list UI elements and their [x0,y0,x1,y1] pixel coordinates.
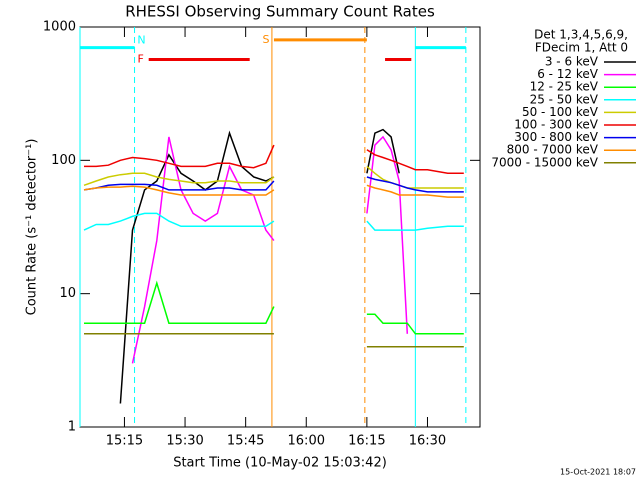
y-axis-label: Count Rate (s⁻¹ detector⁻¹) [25,139,40,316]
series-line [131,135,409,364]
flag-label: S [262,33,269,46]
legend-label: 50 - 100 keV [522,105,599,119]
x-tick-label: 16:30 [409,434,446,449]
x-tick-label: 15:30 [166,434,203,449]
x-axis-label: Start Time (10-May-02 15:03:42) [173,456,387,471]
x-tick-label: 16:00 [288,434,325,449]
series-line [84,333,464,348]
legend-label: 7000 - 15000 keV [491,155,598,169]
legend-label: 3 - 6 keV [545,55,599,69]
flag-label: N [137,34,145,47]
x-tick-label: 15:45 [227,434,264,449]
y-tick-label: 1000 [43,20,76,35]
series-line [84,280,464,335]
series-line [83,212,464,231]
legend-label: 800 - 7000 keV [507,143,599,157]
legend-label: 25 - 50 keV [530,92,599,106]
plot-frame [79,26,481,428]
legend-header: FDecim 1, Att 0 [535,41,628,55]
chart-title: RHESSI Observing Summary Count Rates [125,3,435,21]
series-line [119,128,400,404]
legend-label: 300 - 800 keV [514,130,598,144]
x-tick-label: 16:15 [348,434,385,449]
legend-header: Det 1,3,4,5,6,9, [534,28,628,42]
legend-label: 6 - 12 keV [537,67,599,81]
y-tick-label: 1 [68,420,76,435]
series-line [84,144,464,175]
legend-label: 12 - 25 keV [530,80,599,94]
y-tick-label: 10 [59,286,76,301]
x-tick-label: 15:15 [106,434,143,449]
flag-label: F [138,53,144,66]
y-tick-label: 100 [51,153,76,168]
footer: 15-Oct-2021 18:07 [560,468,636,477]
series-line [83,184,464,198]
series-line [83,176,464,193]
legend-label: 100 - 300 keV [514,118,598,132]
